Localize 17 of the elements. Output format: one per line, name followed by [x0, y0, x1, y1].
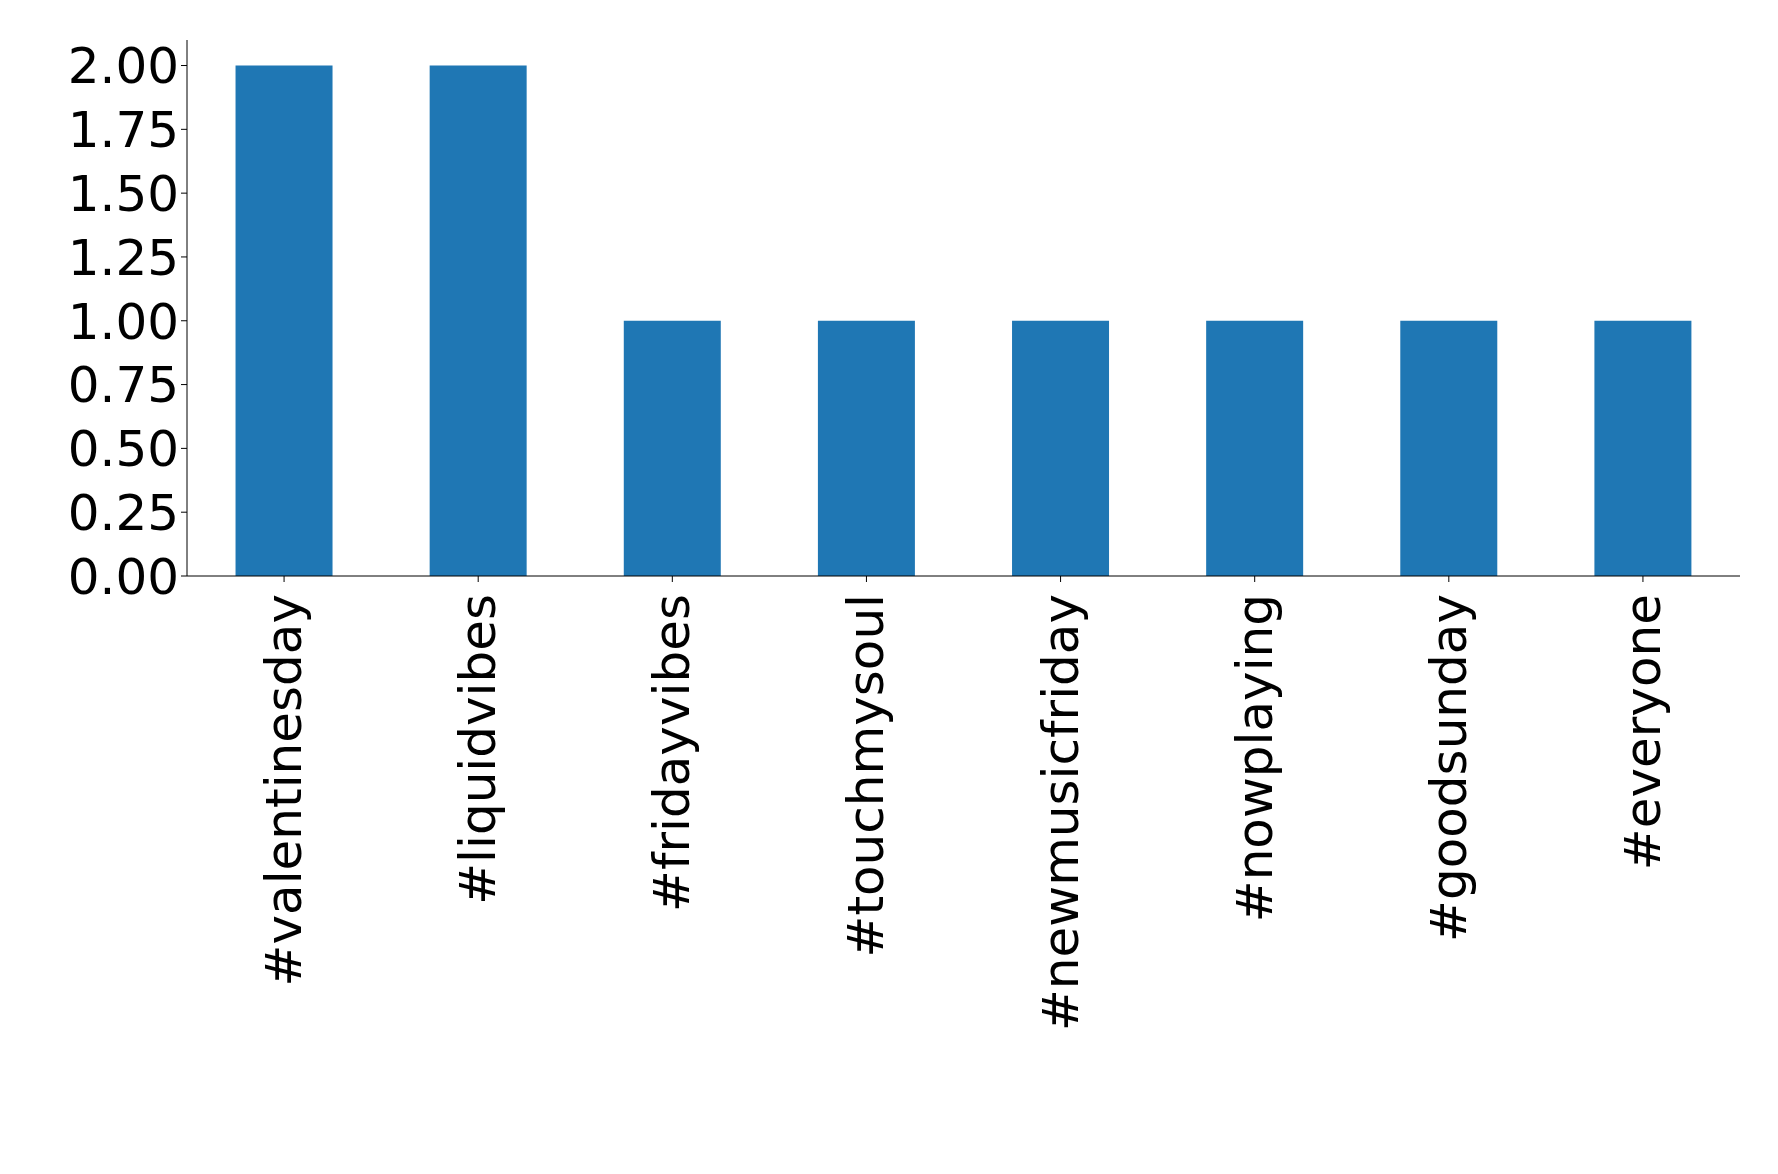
y-tick-label: 0.00 — [67, 547, 179, 606]
x-tick-label: #everyone — [1613, 594, 1672, 871]
y-tick-label: 0.50 — [67, 420, 179, 479]
x-tick-label: #fridayvibes — [643, 594, 702, 912]
x-tick-label: #newmusicfriday — [1031, 594, 1090, 1032]
y-tick-label: 1.25 — [67, 228, 179, 287]
y-tick-label: 1.50 — [67, 164, 179, 223]
y-tick-label: 1.00 — [67, 292, 179, 351]
y-tick-label: 0.75 — [67, 356, 179, 415]
x-tick-label: #valentinesday — [255, 594, 314, 987]
x-tick-label: #goodsunday — [1419, 594, 1478, 942]
y-tick-label: 2.00 — [67, 37, 179, 96]
x-tick-label: #touchmysoul — [837, 594, 896, 958]
x-tick-label: #liquidvibes — [449, 594, 508, 905]
y-tick-label: 1.75 — [67, 101, 179, 160]
x-tick-label: #nowplaying — [1225, 594, 1284, 923]
y-tick-label: 0.25 — [67, 483, 179, 542]
